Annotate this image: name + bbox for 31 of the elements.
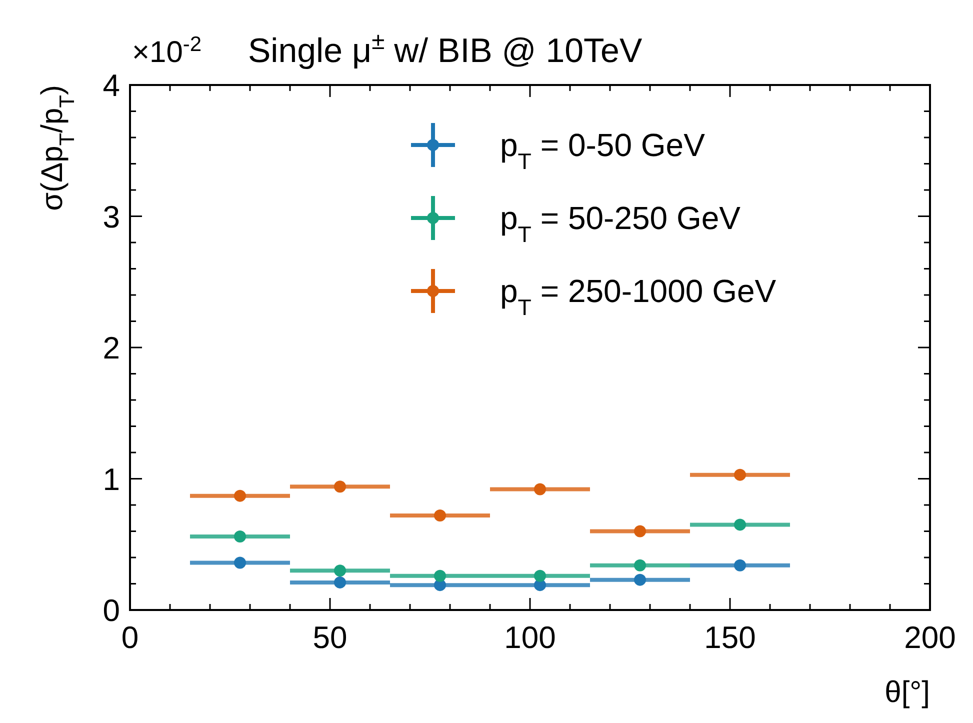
x-tick-label: 150 xyxy=(704,620,756,655)
x-axis-title: θ[°] xyxy=(884,676,930,709)
text: ×10$^{-2}$ xyxy=(132,32,202,69)
point xyxy=(434,570,446,582)
point xyxy=(534,483,546,496)
point xyxy=(634,525,646,538)
point xyxy=(534,570,546,582)
y-tick-label: 1 xyxy=(102,462,120,497)
point xyxy=(334,564,346,577)
point xyxy=(734,468,746,481)
y-tick-label: 2 xyxy=(102,330,120,366)
point xyxy=(434,510,446,522)
point xyxy=(334,576,346,588)
x-tick-label: 100 xyxy=(504,620,556,655)
point xyxy=(734,518,746,531)
point xyxy=(234,556,246,569)
point xyxy=(234,530,246,542)
y-tick-label: 4 xyxy=(102,68,120,103)
chart-title: Single μ$^{±}$ w/ BIB @ 10TeV xyxy=(248,28,642,70)
y-tick-label: 3 xyxy=(102,199,120,234)
point xyxy=(634,559,646,572)
point xyxy=(634,574,646,586)
point xyxy=(234,490,246,502)
point xyxy=(334,480,346,493)
point xyxy=(734,559,746,572)
y-tick-label: 0 xyxy=(102,593,120,628)
legend-label: p$_{T}$ = 250-1000 GeV xyxy=(500,273,777,320)
legend-label: p$_{T}$ = 50-250 GeV xyxy=(500,200,742,246)
legend-label: p$_{T}$ = 0-50 GeV xyxy=(500,127,706,174)
x-tick-label: 50 xyxy=(312,620,348,655)
x-tick-label: 200 xyxy=(904,620,956,655)
